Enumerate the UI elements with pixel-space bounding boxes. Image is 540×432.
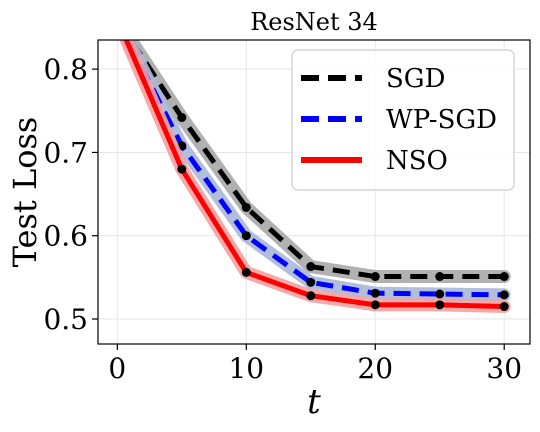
legend-box [291, 49, 515, 191]
sgd-marker [241, 202, 251, 212]
x-tick-label: 10 [228, 352, 264, 385]
nso-marker [499, 302, 509, 312]
sgd-marker [499, 272, 509, 282]
nso-marker [241, 267, 251, 277]
x-tick-label: 20 [357, 352, 393, 385]
sgd-marker [370, 272, 380, 282]
wp-sgd-marker [435, 289, 445, 299]
nso-marker [435, 300, 445, 310]
wp-sgd-marker [370, 288, 380, 298]
y-axis-label: Test Loss [6, 117, 44, 268]
x-axis: 0 10 20 30 [108, 344, 522, 385]
y-tick-label: 0.8 [43, 53, 88, 86]
wp-sgd-marker [241, 231, 251, 241]
legend-wp-sgd-label: WP-SGD [386, 105, 497, 135]
y-tick-label: 0.6 [43, 220, 88, 253]
x-tick-label: 0 [108, 352, 126, 385]
nso-marker [370, 300, 380, 310]
legend-nso-label: NSO [386, 146, 448, 176]
x-tick-label: 30 [486, 352, 522, 385]
sgd-marker [177, 112, 187, 122]
y-tick-label: 0.5 [43, 303, 88, 336]
nso-marker [177, 164, 187, 174]
sgd-marker [435, 272, 445, 282]
y-axis: 0.5 0.6 0.7 0.8 [43, 53, 98, 336]
y-tick-label: 0.7 [43, 136, 88, 169]
wp-sgd-marker [306, 277, 316, 287]
wp-sgd-marker [499, 290, 509, 300]
nso-marker [306, 291, 316, 301]
series-layer [119, 40, 511, 314]
sgd-marker [306, 262, 316, 272]
plot-frame [97, 39, 531, 345]
legend: SGD WP-SGD NSO [291, 49, 515, 191]
chart-title: ResNet 34 [250, 8, 378, 36]
x-axis-label: t [307, 382, 321, 422]
legend-sgd-label: SGD [386, 64, 445, 94]
